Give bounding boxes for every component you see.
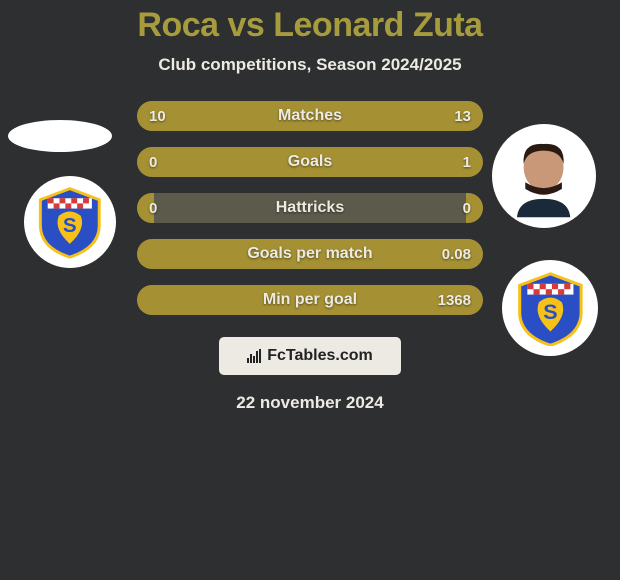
stat-value-left: 0 — [149, 147, 157, 177]
stat-value-left: 0 — [149, 193, 157, 223]
brand-badge: FcTables.com — [219, 337, 401, 375]
stat-row: Goals0 1 — [137, 147, 483, 177]
stat-label: Goals per match — [137, 239, 483, 269]
date-text: 22 november 2024 — [236, 393, 383, 413]
stat-label: Matches — [137, 101, 483, 131]
stat-value-right: 1368 — [438, 285, 471, 315]
stats-list: Matches1013Goals01Hattricks00Goals per m… — [137, 101, 483, 315]
comparison-card: Roca vs Leonard Zuta Club competitions, … — [0, 0, 620, 413]
chart-icon — [247, 349, 261, 363]
stat-label: Goals — [137, 147, 483, 177]
brand-text: FcTables.com — [267, 347, 373, 365]
stat-row: Min per goal1368 — [137, 285, 483, 315]
stat-row: Goals per match0.08 — [137, 239, 483, 269]
stat-label: Min per goal — [137, 285, 483, 315]
stat-row: Matches10 13 — [137, 101, 483, 131]
stat-label: Hattricks — [137, 193, 483, 223]
stat-value-right: 13 — [454, 101, 471, 131]
page-title: Roca vs Leonard Zuta — [137, 6, 482, 45]
stat-row: Hattricks0 0 — [137, 193, 483, 223]
stat-value-right: 0 — [463, 193, 471, 223]
stat-value-right: 1 — [463, 147, 471, 177]
page-subtitle: Club competitions, Season 2024/2025 — [158, 55, 461, 75]
stat-value-right: 0.08 — [442, 239, 471, 269]
stat-value-left: 10 — [149, 101, 166, 131]
